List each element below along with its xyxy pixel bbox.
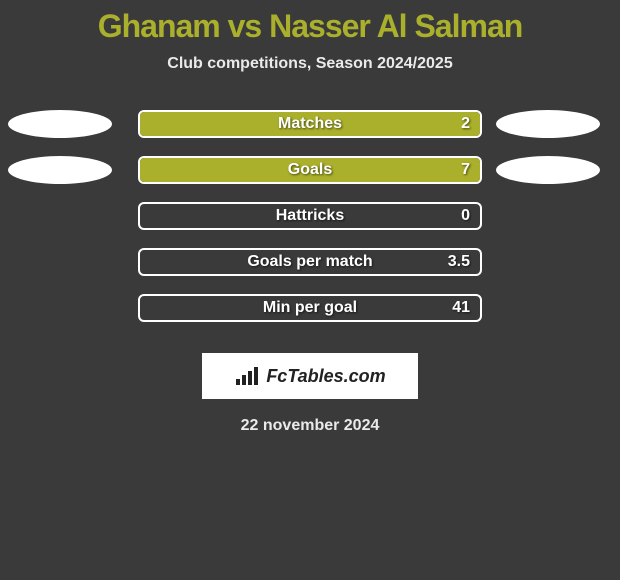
stat-label: Min per goal: [263, 299, 357, 317]
stat-row: Goals per match 3.5: [0, 239, 620, 285]
stat-label: Goals per match: [247, 253, 372, 271]
stat-row: Hattricks 0: [0, 193, 620, 239]
comparison-chart: Matches2 Goals7 Hattricks 0 Goals per match 3…: [0, 101, 620, 331]
page-title: Ghanam vs Nasser Al Salman: [0, 0, 620, 45]
left-marker: [8, 110, 112, 138]
source-badge-text: FcTables.com: [266, 366, 385, 387]
bar-chart-icon: [234, 365, 260, 387]
left-marker: [8, 156, 112, 184]
stat-row: Goals7: [0, 147, 620, 193]
stat-bar-fill: [140, 112, 480, 136]
stat-value: 0: [461, 204, 470, 228]
stat-label: Hattricks: [276, 207, 344, 225]
stat-row: Min per goal 41: [0, 285, 620, 331]
right-marker: [496, 156, 600, 184]
stat-bar-fill: [140, 158, 480, 182]
stat-bar: Matches2: [138, 110, 482, 138]
stat-value: 41: [452, 296, 470, 320]
page-subtitle: Club competitions, Season 2024/2025: [0, 55, 620, 73]
stat-bar: Min per goal 41: [138, 294, 482, 322]
source-badge: FcTables.com: [202, 353, 418, 399]
date-line: 22 november 2024: [0, 417, 620, 435]
stat-value: 3.5: [448, 250, 470, 274]
stat-bar: Hattricks 0: [138, 202, 482, 230]
stat-bar: Goals7: [138, 156, 482, 184]
stat-row: Matches2: [0, 101, 620, 147]
stat-bar: Goals per match 3.5: [138, 248, 482, 276]
right-marker: [496, 110, 600, 138]
